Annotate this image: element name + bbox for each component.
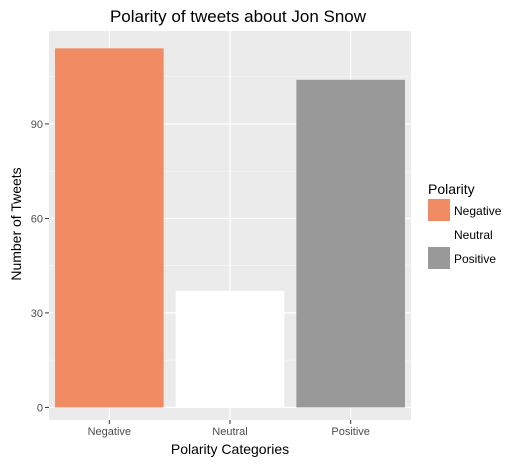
x-tick-label: Neutral [212, 426, 247, 438]
legend-key-positive [428, 247, 450, 269]
y-tick-label: 30 [31, 308, 43, 320]
y-tick-label: 0 [37, 402, 43, 414]
x-tick-label: Positive [331, 426, 370, 438]
bar-positive [296, 79, 405, 408]
legend: Polarity Negative Neutral Positive [428, 181, 502, 269]
legend-label: Neutral [454, 228, 493, 242]
x-axis: Negative Neutral Positive [88, 420, 370, 438]
legend-label: Positive [454, 252, 496, 266]
legend-key-negative [428, 199, 450, 221]
x-axis-title: Polarity Categories [171, 441, 289, 457]
legend-title: Polarity [428, 181, 475, 197]
y-axis-title: Number of Tweets [8, 167, 24, 280]
y-tick-label: 60 [31, 213, 43, 225]
y-tick-label: 90 [31, 119, 43, 131]
chart-title: Polarity of tweets about Jon Snow [110, 7, 367, 26]
bars [55, 48, 405, 408]
y-axis: 0 30 60 90 [31, 119, 49, 414]
legend-label: Negative [454, 204, 502, 218]
bar-neutral [175, 290, 285, 408]
bar-negative [55, 48, 164, 408]
x-tick-label: Negative [88, 426, 131, 438]
legend-key-neutral [428, 223, 450, 245]
